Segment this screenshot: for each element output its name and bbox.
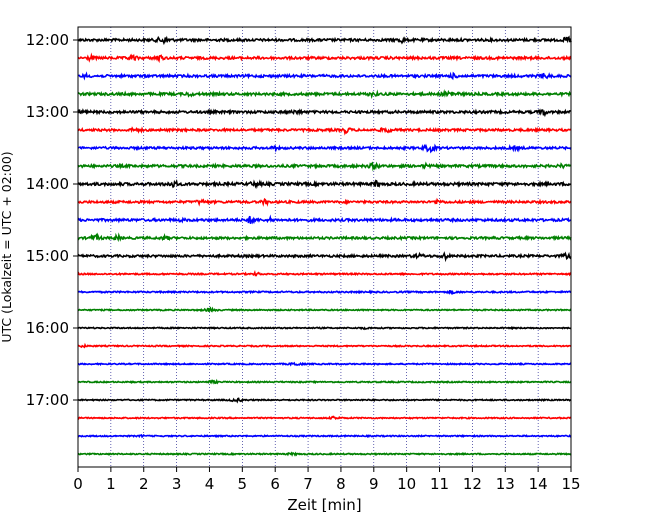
x-tick-label: 15 xyxy=(561,475,580,493)
x-tick-label: 11 xyxy=(430,475,449,493)
x-tick-label: 13 xyxy=(496,475,515,493)
x-tick-label: 12 xyxy=(463,475,482,493)
x-tick-label: 14 xyxy=(529,475,548,493)
trace-line xyxy=(77,269,572,277)
trace-line xyxy=(77,306,572,313)
x-tick-label: 0 xyxy=(73,475,83,493)
x-tick-label: 7 xyxy=(303,475,313,493)
trace-line xyxy=(77,342,572,349)
trace-line xyxy=(77,289,572,295)
trace-line xyxy=(77,433,572,439)
y-axis-ticks: 12:00 13:00 14:00 15:00 16:00 17:00 xyxy=(26,31,78,409)
trace-line xyxy=(77,451,572,457)
trace-line xyxy=(77,126,572,136)
x-tick-label: 9 xyxy=(369,475,379,493)
trace-line xyxy=(77,71,572,81)
y-tick-label: 15:00 xyxy=(26,247,69,265)
plot-frame xyxy=(77,26,572,468)
y-tick-label: 12:00 xyxy=(26,31,69,49)
y-tick-label: 14:00 xyxy=(26,175,69,193)
x-tick-label: 2 xyxy=(139,475,149,493)
y-axis-label: UTC (Lokalzeit = UTC + 02:00) xyxy=(0,151,14,342)
trace-line xyxy=(77,378,572,385)
y-tick-label: 16:00 xyxy=(26,319,69,337)
x-axis-ticks: 0 1 2 3 4 5 6 7 8 9 10 11 12 13 14 15 xyxy=(73,467,581,493)
x-tick-label: 5 xyxy=(238,475,248,493)
x-tick-label: 4 xyxy=(205,475,215,493)
grid-lines xyxy=(110,27,539,467)
y-tick-label: 17:00 xyxy=(26,391,69,409)
x-tick-label: 6 xyxy=(270,475,280,493)
x-tick-label: 10 xyxy=(397,475,416,493)
x-tick-label: 3 xyxy=(172,475,182,493)
x-tick-label: 1 xyxy=(106,475,116,493)
trace-line xyxy=(77,52,572,64)
trace-line xyxy=(77,88,572,99)
trace-line xyxy=(77,251,572,263)
x-axis-label: Zeit [min] xyxy=(287,496,361,514)
trace-line xyxy=(77,361,572,367)
trace-line xyxy=(77,232,572,243)
trace-lines xyxy=(77,35,572,457)
trace-line xyxy=(77,415,572,421)
trace-line xyxy=(77,179,572,190)
trace-line xyxy=(77,35,572,46)
trace-line xyxy=(77,397,572,404)
x-tick-label: 8 xyxy=(336,475,346,493)
y-tick-label: 13:00 xyxy=(26,103,69,121)
trace-line xyxy=(77,325,572,331)
trace-line xyxy=(77,161,572,172)
trace-line xyxy=(77,143,572,154)
trace-line xyxy=(77,214,572,225)
trace-line xyxy=(77,108,572,118)
trace-line xyxy=(77,197,572,207)
